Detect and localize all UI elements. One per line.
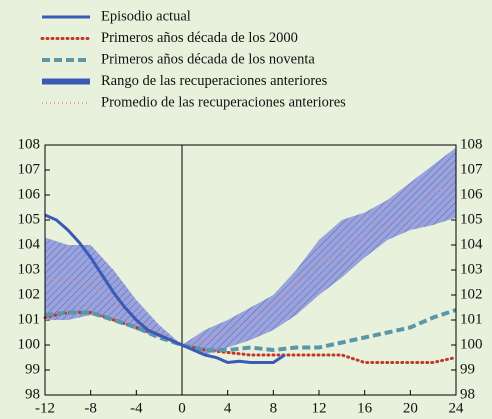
y-tick-label: 106 xyxy=(18,186,41,202)
x-tick-label: -12 xyxy=(35,400,55,416)
x-tick-label: -4 xyxy=(130,400,143,416)
y-tick-label: 103 xyxy=(18,261,41,277)
x-tick-label: 8 xyxy=(270,400,278,416)
y2-tick-label: 107 xyxy=(460,161,483,177)
plot-frame xyxy=(44,144,457,396)
y2-tick-label: 103 xyxy=(460,261,483,277)
series-line xyxy=(44,213,286,365)
x-tick-label: 24 xyxy=(449,400,465,416)
x-tick-label: 4 xyxy=(224,400,232,416)
y-tick-label: 107 xyxy=(18,161,41,177)
legend-label: Primeros años década de los 2000 xyxy=(101,30,298,46)
x-tick-label: 20 xyxy=(403,400,418,416)
y2-tick-label: 101 xyxy=(460,311,483,327)
y2-tick-label: 100 xyxy=(460,336,483,352)
y-tick-label: 101 xyxy=(18,311,41,327)
y2-tick-label: 104 xyxy=(460,236,483,252)
legend-label: Primeros años década de los noventa xyxy=(101,51,315,67)
y-tick-label: 98 xyxy=(25,386,40,402)
y2-tick-label: 105 xyxy=(460,211,483,227)
legend-label: Episodio actual xyxy=(101,8,191,24)
series-line xyxy=(45,176,457,346)
y2-tick-label: 98 xyxy=(460,386,475,402)
x-tick-label: 16 xyxy=(357,400,373,416)
y-tick-label: 105 xyxy=(18,211,41,227)
y-tick-label: 108 xyxy=(18,136,41,152)
y2-tick-label: 108 xyxy=(460,136,483,152)
y-tick-label: 102 xyxy=(18,286,41,302)
y-tick-label: 104 xyxy=(18,236,41,252)
x-tick-label: -8 xyxy=(84,400,97,416)
legend-label: Rango de las recuperaciones anteriores xyxy=(101,73,328,89)
series-line xyxy=(43,311,458,364)
series-line xyxy=(44,308,457,353)
x-tick-label: 0 xyxy=(178,400,186,416)
y2-tick-label: 102 xyxy=(460,286,483,302)
y2-tick-label: 99 xyxy=(460,361,475,377)
range-band xyxy=(45,147,456,355)
legend-label: Promedio de las recuperaciones anteriore… xyxy=(101,94,346,110)
y-tick-label: 99 xyxy=(25,361,40,377)
y2-tick-label: 106 xyxy=(460,186,483,202)
y-tick-label: 100 xyxy=(18,336,41,352)
legend: Episodio actual Primeros años década de l… xyxy=(40,8,346,110)
x-tick-label: 12 xyxy=(312,400,327,416)
